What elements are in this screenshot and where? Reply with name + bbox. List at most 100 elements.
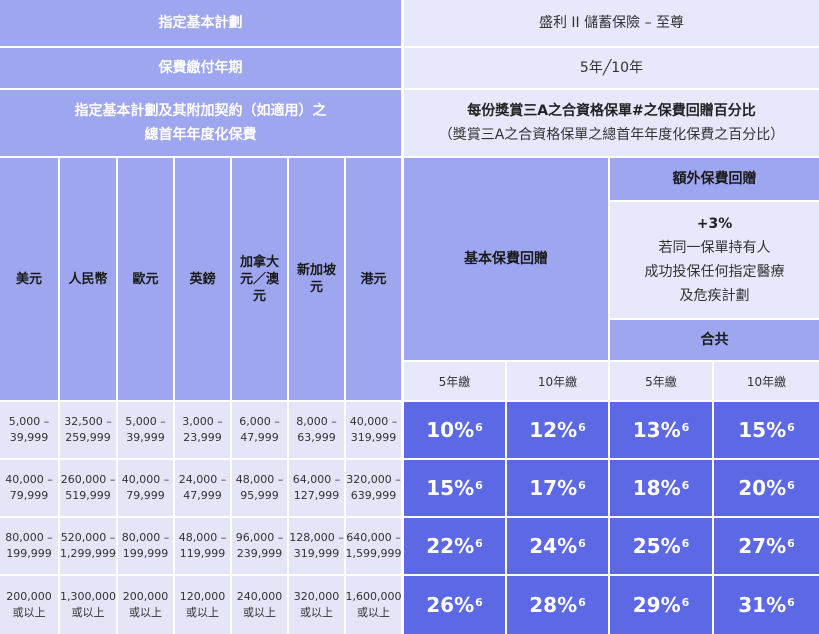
premium-range-line: 或以上 <box>129 606 162 619</box>
premium-range-line: 640,000 – <box>346 531 401 544</box>
footnote-mark: 6 <box>787 478 795 492</box>
rebate-rate-value: 29% <box>632 593 681 617</box>
premium-range-line: 319,999 <box>350 431 397 444</box>
premium-range-line: 240,000 <box>236 590 283 603</box>
premium-range-line: 96,000 – <box>235 531 284 544</box>
term-header: 5年繳 <box>404 362 505 400</box>
premium-range-line: 519,999 <box>65 489 111 502</box>
extra-rebate-desc-line: 及危疾計劃 <box>679 288 750 304</box>
premium-range-line: 6,000 – <box>239 415 280 428</box>
rebate-rate-cell: 17% 6 <box>507 460 608 516</box>
rebate-rate-cell: 13% 6 <box>610 402 712 458</box>
premium-range-line: 119,999 <box>179 547 226 560</box>
premium-range-cell: 48,000 – 95,999 <box>232 460 287 516</box>
extra-rebate-desc-line: +3% <box>696 216 733 232</box>
premium-label-line1: 指定基本計劃及其附加契約（如適用）之 <box>74 103 327 119</box>
rebate-rate-value: 13% <box>632 418 681 442</box>
rebate-rate-value: 10% <box>426 418 475 442</box>
rebate-title: 每份獎賞三A之合資格保單#之保費回贈百分比 <box>467 103 756 119</box>
rebate-rate-cell: 15% 6 <box>714 402 819 458</box>
premium-range-line: 320,000 <box>293 590 340 603</box>
premium-range-line: 239,999 <box>236 547 283 560</box>
rebate-rate-cell: 24% 6 <box>507 518 608 574</box>
premium-label-line2: 總首年年度化保費 <box>144 127 257 143</box>
premium-range-cell: 5,000 – 39,999 <box>0 402 58 458</box>
premium-range-line: 或以上 <box>243 606 276 619</box>
rebate-rate-cell: 26% 6 <box>404 576 505 634</box>
premium-range-cell: 128,000 – 319,999 <box>289 518 344 574</box>
premium-range-cell: 80,000 – 199,999 <box>118 518 173 574</box>
premium-range-cell: 320,000 – 639,999 <box>346 460 401 516</box>
rebate-subtitle: （獎賞三A之合資格保單之總首年年度化保費之百分比） <box>438 127 785 143</box>
premium-range-cell: 200,000 或以上 <box>118 576 173 634</box>
premium-range-cell: 8,000 – 63,999 <box>289 402 344 458</box>
rebate-rate-value: 28% <box>529 593 578 617</box>
rebate-rate-cell: 12% 6 <box>507 402 608 458</box>
payment-term-value: 5年╱10年 <box>404 48 819 88</box>
rebate-rate-cell: 25% 6 <box>610 518 712 574</box>
extra-rebate-desc-line: 成功投保任何指定醫療 <box>644 264 785 280</box>
rebate-rate-cell: 10% 6 <box>404 402 505 458</box>
rebate-title-block: 每份獎賞三A之合資格保單#之保費回贈百分比 （獎賞三A之合資格保單之總首年年度化… <box>404 90 819 156</box>
rebate-rate-value: 31% <box>738 593 787 617</box>
premium-range-line: 259,999 <box>65 431 111 444</box>
premium-range-cell: 320,000 或以上 <box>289 576 344 634</box>
premium-range-line: 48,000 – <box>178 531 227 544</box>
extra-rebate-description: +3% 若同一保單持有人 成功投保任何指定醫療 及危疾計劃 <box>610 202 819 318</box>
premium-range-line: 95,999 <box>240 489 279 502</box>
footnote-mark: 6 <box>475 478 483 492</box>
premium-range-line: 3,000 – <box>182 415 223 428</box>
premium-range-line: 5,000 – <box>125 415 166 428</box>
payment-term-label: 保費繳付年期 <box>0 48 401 88</box>
rebate-rate-cell: 27% 6 <box>714 518 819 574</box>
premium-range-line: 520,000 – <box>60 531 116 544</box>
plan-label: 指定基本計劃 <box>0 0 401 46</box>
rebate-rate-value: 12% <box>529 418 578 442</box>
premium-range-line: 80,000 – <box>121 531 170 544</box>
premium-range-cell: 80,000 – 199,999 <box>0 518 58 574</box>
premium-range-line: 79,999 <box>126 489 165 502</box>
premium-range-cell: 200,000 或以上 <box>0 576 58 634</box>
premium-range-cell: 40,000 – 79,999 <box>118 460 173 516</box>
premium-range-cell: 5,000 – 39,999 <box>118 402 173 458</box>
premium-range-line: 24,000 – <box>178 473 227 486</box>
footnote-mark: 6 <box>578 595 586 609</box>
extra-rebate-desc-line: 若同一保單持有人 <box>658 240 771 256</box>
premium-range-cell: 40,000 – 319,999 <box>346 402 401 458</box>
premium-range-cell: 32,500 – 259,999 <box>60 402 116 458</box>
premium-range-line: 40,000 – <box>5 473 53 486</box>
premium-range-line: 39,999 <box>9 431 49 444</box>
premium-range-line: 32,500 – <box>64 415 112 428</box>
premium-range-line: 40,000 – <box>121 473 170 486</box>
premium-range-line: 200,000 <box>6 590 52 603</box>
currency-header: 新加坡元 <box>289 158 344 400</box>
extra-rebate-header: 額外保費回贈 <box>610 158 819 200</box>
footnote-mark: 6 <box>578 420 586 434</box>
term-header: 10年繳 <box>507 362 608 400</box>
premium-range-cell: 260,000 – 519,999 <box>60 460 116 516</box>
premium-range-line: 5,000 – <box>8 415 50 428</box>
premium-range-line: 1,599,999 <box>345 547 402 560</box>
premium-range-cell: 3,000 – 23,999 <box>175 402 230 458</box>
premium-range-line: 47,999 <box>240 431 279 444</box>
rebate-rate-value: 18% <box>632 476 681 500</box>
premium-range-cell: 1,600,000 或以上 <box>346 576 402 634</box>
premium-range-line: 或以上 <box>357 606 390 619</box>
rebate-rate-value: 22% <box>426 534 475 558</box>
premium-range-line: 或以上 <box>71 606 105 619</box>
premium-range-line: 63,999 <box>297 431 336 444</box>
premium-range-line: 319,999 <box>293 547 340 560</box>
premium-range-cell: 240,000 或以上 <box>232 576 287 634</box>
premium-range-line: 320,000 – <box>346 473 401 486</box>
premium-range-cell: 48,000 – 119,999 <box>175 518 230 574</box>
premium-range-line: 39,999 <box>126 431 165 444</box>
rebate-rate-value: 25% <box>632 534 681 558</box>
rebate-rate-cell: 20% 6 <box>714 460 819 516</box>
rebate-rate-value: 15% <box>738 418 787 442</box>
premium-range-line: 23,999 <box>183 431 222 444</box>
premium-range-line: 128,000 – <box>289 531 344 544</box>
currency-header: 歐元 <box>118 158 173 400</box>
premium-range-cell: 1,300,000 或以上 <box>60 576 116 634</box>
premium-range-line: 199,999 <box>6 547 52 560</box>
footnote-mark: 6 <box>475 536 483 550</box>
